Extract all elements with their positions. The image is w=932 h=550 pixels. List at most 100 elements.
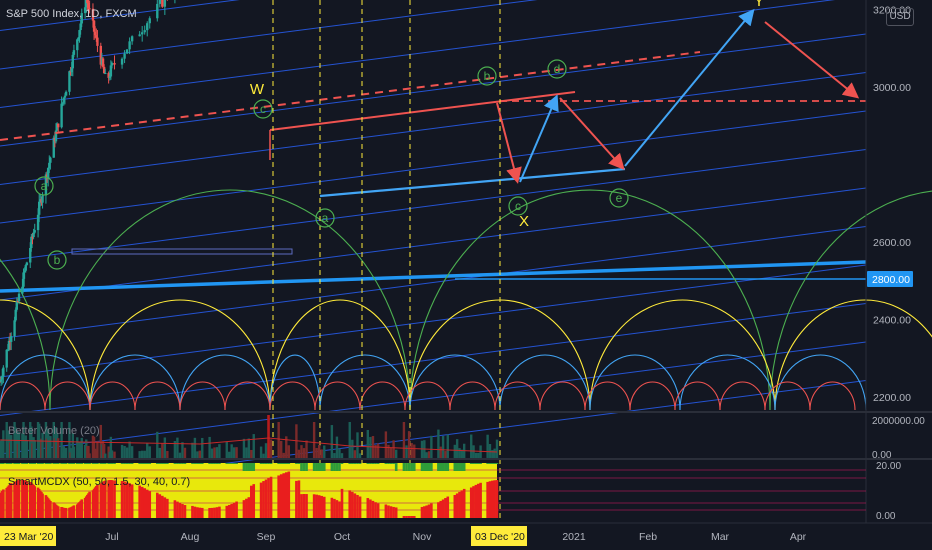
mcdx-red-bar — [358, 496, 362, 518]
mcdx-green-bar — [412, 463, 416, 471]
volume-bar — [218, 444, 221, 458]
price-tick-label: 3000.00 — [873, 82, 911, 94]
mcdx-green-bar — [425, 463, 428, 471]
mcdx-red-bar — [2, 489, 5, 518]
mcdx-red-bar — [269, 476, 273, 518]
mcdx-green-bar — [235, 463, 238, 464]
volume-bar — [10, 435, 13, 458]
price-badge-text: 2800.00 — [872, 274, 910, 286]
mcdx-green-bar — [213, 463, 216, 464]
channel-line — [0, 149, 867, 262]
mcdx-green-bar — [488, 463, 492, 464]
smartmcdx-pane[interactable]: SmartMCDX (50, 50, 1.5, 30, 40, 0.7) — [0, 463, 866, 518]
candle-body — [21, 286, 24, 294]
dashed-resistance — [0, 51, 701, 141]
projection-arrow — [559, 97, 625, 170]
better-volume-pane[interactable]: Better Volume (20) — [0, 415, 499, 458]
mcdx-red-bar — [423, 506, 426, 518]
mcdx-red-bar — [297, 480, 301, 518]
mcdx-red-bar — [198, 507, 202, 518]
volume-bar — [198, 450, 202, 458]
mcdx-red-bar — [230, 503, 233, 518]
volume-bar — [297, 449, 301, 458]
volume-axis-tick: 0.00 — [872, 450, 892, 461]
candle-body — [148, 18, 151, 24]
volume-bar — [446, 434, 449, 458]
volume-bar — [181, 442, 184, 458]
volume-bar — [173, 441, 177, 458]
mcdx-red-bar — [340, 488, 344, 518]
candle-body — [101, 58, 105, 67]
candle — [87, 0, 90, 15]
candle-body — [107, 73, 110, 78]
volume-bar — [104, 453, 107, 458]
cycle-arc-red — [629, 381, 676, 411]
candle — [163, 0, 167, 15]
range-box — [71, 248, 293, 255]
volume-bar — [99, 424, 102, 458]
mcdx-green-bar — [25, 463, 29, 464]
volume-bar — [287, 445, 290, 458]
volume-bar — [441, 435, 445, 458]
volume-bar — [427, 451, 431, 458]
candle-body — [2, 367, 5, 377]
mcdx-red-bar — [384, 504, 388, 518]
candle — [158, 0, 162, 8]
mcdx-green-bar — [351, 463, 354, 464]
mcdx-red-bar — [166, 498, 169, 518]
cycle-arc-red — [584, 381, 631, 411]
volume-bar — [285, 436, 288, 458]
symbol-title[interactable]: S&P 500 Index, 1D, FXCM — [6, 8, 137, 20]
mcdx-red-bar — [191, 505, 194, 518]
time-axis[interactable]: Jul Aug Sep Oct Nov 2021 Feb Mar Apr 23 Mar '20 03… — [0, 522, 932, 550]
mcdx-red-bar — [335, 500, 339, 518]
volume-bar — [402, 422, 406, 458]
candle — [62, 97, 66, 106]
mcdx-red-bar — [320, 495, 324, 518]
candle-body — [17, 293, 21, 302]
mcdx-red-bar — [242, 500, 246, 518]
currency-badge[interactable]: USD — [886, 8, 914, 26]
mcdx-green-bar — [446, 463, 450, 471]
wave-label-text: b — [54, 253, 61, 267]
mcdx-red-bar — [17, 480, 21, 518]
volume-bar — [92, 436, 96, 458]
price-axis[interactable]: 4200.004000.003800.003400.003200.003000.… — [867, 0, 925, 522]
mcdx-green-bar — [479, 463, 482, 464]
mcdx-green-bar — [277, 463, 280, 464]
candle-body — [109, 65, 113, 77]
mcdx-red-bar — [161, 495, 164, 518]
candlestick-series — [0, 0, 176, 386]
candle-body — [32, 232, 35, 238]
wave-label-e: e — [609, 188, 629, 208]
cycle-arc-yellow — [589, 299, 776, 411]
mcdx-green-bar — [315, 463, 318, 471]
mcdx-red-bar — [287, 471, 291, 518]
mcdx-green-bar — [369, 463, 372, 464]
volume-bar — [455, 439, 459, 458]
candle-body — [130, 36, 134, 42]
mcdx-green-bar — [163, 463, 167, 464]
mcdx-red-bar — [120, 480, 124, 518]
volume-bar — [495, 439, 499, 458]
volume-bar — [41, 432, 44, 458]
mcdx-green-bar — [437, 463, 440, 471]
mcdx-red-bar — [371, 500, 375, 518]
mcdx-red-bar — [232, 502, 236, 518]
cycle-arc-blue — [89, 354, 181, 411]
volume-bar — [146, 443, 149, 458]
candle-body — [29, 248, 32, 263]
volume-bar — [120, 444, 124, 458]
candle-body — [120, 58, 124, 65]
volume-bar — [252, 434, 255, 458]
mcdx-green-bar — [208, 463, 211, 464]
time-tick-label: Feb — [639, 531, 657, 543]
main-price-pane[interactable] — [0, 0, 932, 523]
mcdx-red-bar — [387, 505, 390, 518]
mcdx-red-bar — [113, 480, 116, 518]
mcdx-green-bar — [123, 463, 126, 464]
mcdx-green-bar — [166, 463, 169, 464]
mcdx-green-bar — [245, 463, 248, 471]
